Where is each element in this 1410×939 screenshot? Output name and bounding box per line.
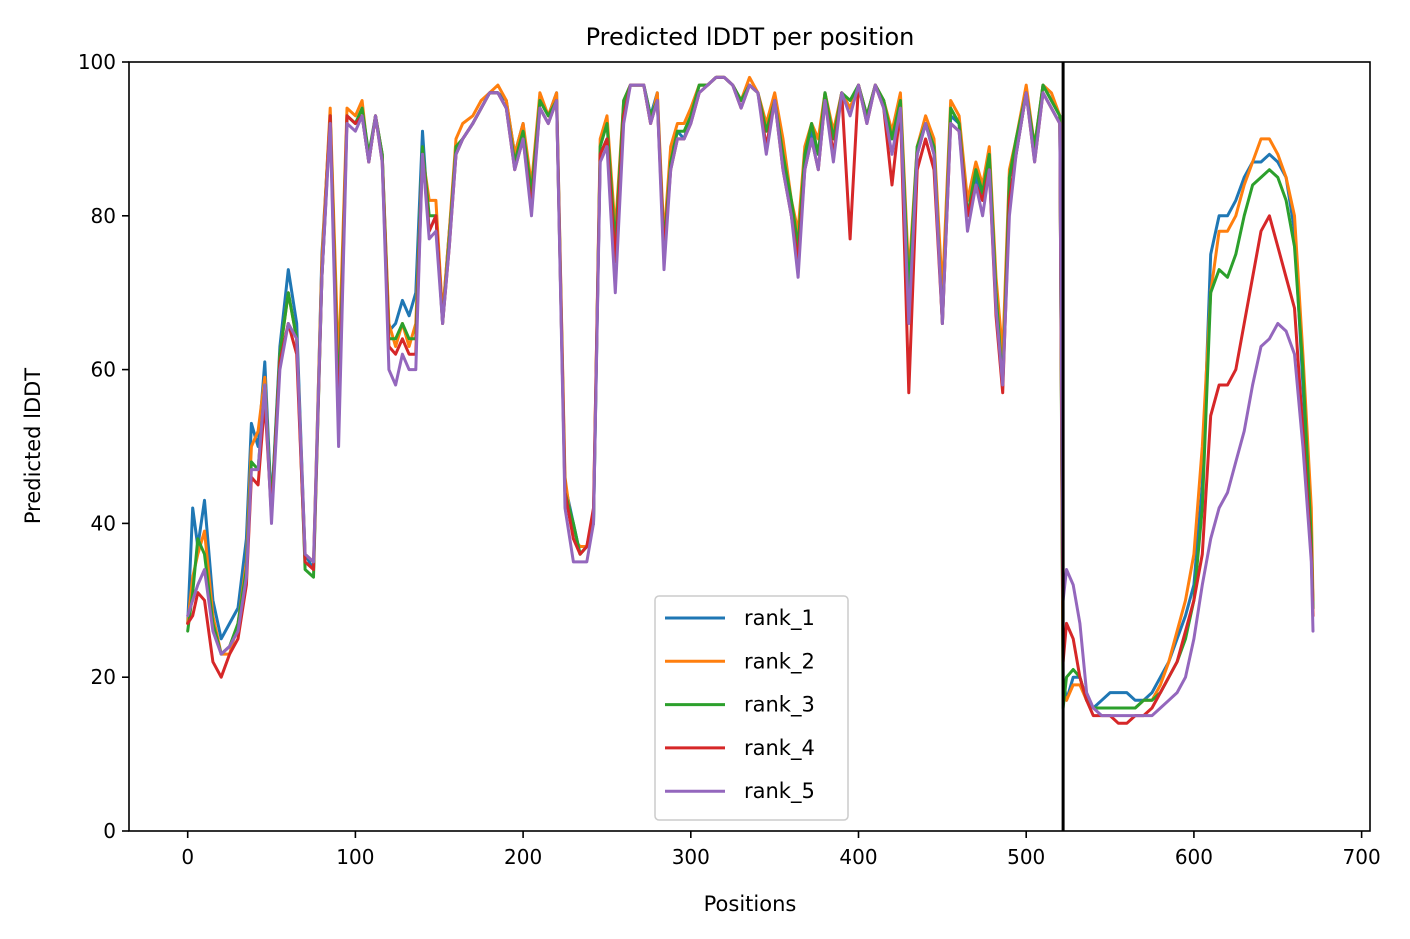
plot-lines — [186, 75, 1315, 725]
y-tick-label: 60 — [91, 358, 116, 382]
x-tick-label: 300 — [672, 845, 710, 869]
legend-label: rank_2 — [744, 649, 815, 674]
legend: rank_1 rank_2 rank_3 rank_4 rank_5 — [654, 595, 849, 821]
legend-box — [654, 595, 849, 821]
y-tick-label: 40 — [91, 511, 116, 535]
x-tick-label: 600 — [1175, 845, 1213, 869]
legend-label: rank_3 — [744, 693, 815, 718]
x-tick-label: 400 — [839, 845, 877, 869]
x-tick-label: 700 — [1343, 845, 1381, 869]
x-tick-label: 500 — [1007, 845, 1045, 869]
y-tick-label: 0 — [103, 819, 116, 843]
legend-label: rank_1 — [744, 606, 815, 631]
x-tick-label: 200 — [504, 845, 542, 869]
y-axis-title: Predicted lDDT — [21, 368, 45, 524]
series-line-5 — [186, 75, 1315, 718]
x-axis-ticks: 0 100 200 300 400 500 600 700 — [181, 831, 1381, 869]
y-tick-label: 80 — [91, 204, 116, 228]
legend-label: rank_4 — [744, 736, 815, 761]
legend-label: rank_5 — [744, 779, 815, 804]
x-tick-label: 0 — [181, 845, 194, 869]
chart-title: Predicted lDDT per position — [586, 23, 915, 51]
y-axis-ticks: 0 20 40 60 80 100 — [78, 50, 129, 843]
x-axis-title: Positions — [704, 892, 797, 916]
y-tick-label: 100 — [78, 50, 116, 74]
x-tick-label: 100 — [336, 845, 374, 869]
y-tick-label: 20 — [91, 665, 116, 689]
plot-frame — [128, 61, 1371, 832]
